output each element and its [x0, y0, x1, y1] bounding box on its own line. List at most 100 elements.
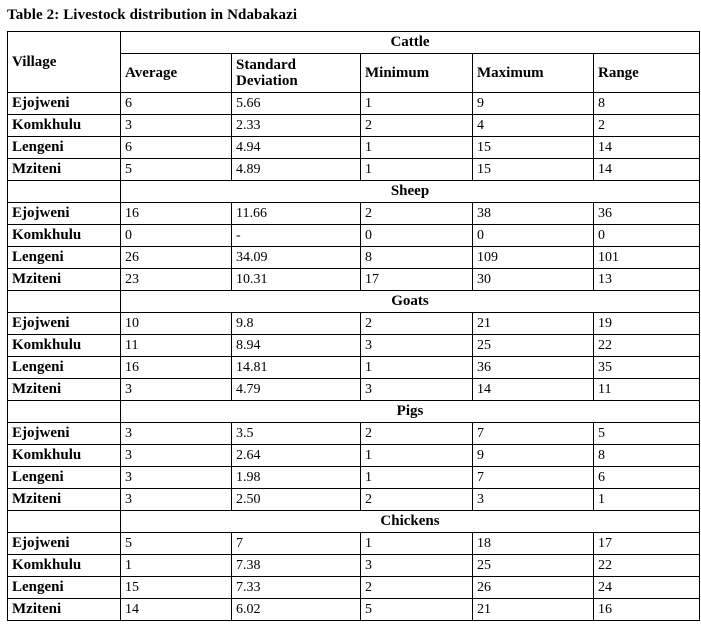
- value-cell: 14: [592, 136, 701, 159]
- value-cell: 6: [592, 466, 701, 489]
- table-row: Lengeni 16 14.81 1 36 35: [7, 356, 701, 379]
- value-cell: 1: [360, 356, 473, 379]
- empty-cell: [7, 510, 121, 533]
- table-row: Komkhulu 3 2.33 2 4 2: [7, 114, 701, 137]
- stat-column-header-maximum: Maximum: [472, 53, 594, 93]
- value-cell: 2.50: [231, 488, 361, 511]
- village-cell: Komkhulu: [7, 224, 121, 247]
- value-cell: 101: [592, 246, 701, 269]
- table-row: Ejojweni 5 7 1 18 17: [7, 532, 701, 555]
- value-cell: 8: [592, 444, 701, 467]
- value-cell: 3: [360, 334, 473, 357]
- value-cell: 3: [472, 488, 594, 511]
- value-cell: 11: [120, 334, 232, 357]
- value-cell: 34.09: [231, 246, 361, 269]
- value-cell: 2: [360, 114, 473, 137]
- table-row: Ejojweni 6 5.66 1 9 8: [7, 92, 701, 115]
- value-cell: 6: [120, 136, 232, 159]
- value-cell: 9.8: [231, 312, 361, 335]
- section-header-cattle: Cattle: [119, 31, 701, 54]
- value-cell: 5.66: [231, 92, 361, 115]
- value-cell: 3: [360, 378, 473, 401]
- value-cell: 1.98: [231, 466, 361, 489]
- table-title: Table 2: Livestock distribution in Ndaba…: [7, 7, 298, 23]
- value-cell: 1: [360, 158, 473, 181]
- value-cell: 8.94: [231, 334, 361, 357]
- value-cell: 1: [360, 444, 473, 467]
- section-row: Pigs: [7, 400, 701, 423]
- table-row: Komkhulu 3 2.64 1 9 8: [7, 444, 701, 467]
- value-cell: 2: [360, 576, 473, 599]
- value-cell: 21: [472, 312, 594, 335]
- value-cell: 5: [360, 598, 473, 621]
- value-cell: 14.81: [231, 356, 361, 379]
- table-row: Komkhulu 0-0 0 0: [7, 224, 701, 247]
- value-cell: 2.64: [231, 444, 361, 467]
- value-cell: 6: [120, 92, 232, 115]
- table-row: Mziteni 14 6.02 5 21 16: [7, 598, 701, 621]
- value-cell: 10: [120, 312, 232, 335]
- value-cell: 4.94: [231, 136, 361, 159]
- value-cell: 3: [120, 466, 232, 489]
- value-cell: 36: [472, 356, 594, 379]
- value-cell: 0: [472, 224, 594, 247]
- value-cell: 3: [120, 444, 232, 467]
- value-cell: 2: [592, 114, 701, 137]
- village-cell: Komkhulu: [7, 334, 121, 357]
- value-cell: 0: [592, 224, 701, 247]
- value-cell: 18: [472, 532, 594, 555]
- value-cell: 26: [472, 576, 594, 599]
- village-cell: Mziteni: [7, 158, 121, 181]
- stat-column-header-range: Range: [592, 53, 701, 93]
- table-row: Ejojweni 10 9.8 2 21 19: [7, 312, 701, 335]
- value-cell: 1: [360, 136, 473, 159]
- value-cell: 1: [360, 466, 473, 489]
- table-row: Mziteni 3 2.50 2 3 1: [7, 488, 701, 511]
- value-cell: 1: [592, 488, 701, 511]
- value-cell: 17: [360, 268, 473, 291]
- village-column-header: Village: [7, 31, 121, 93]
- value-cell: 0: [120, 224, 232, 247]
- village-cell: Ejojweni: [7, 202, 121, 225]
- table-row: Lengeni 6 4.94 1 15 14: [7, 136, 701, 159]
- village-cell: Lengeni: [7, 466, 121, 489]
- village-cell: Mziteni: [7, 598, 121, 621]
- value-cell: 16: [592, 598, 701, 621]
- value-cell: 38: [472, 202, 594, 225]
- village-cell: Mziteni: [7, 378, 121, 401]
- value-cell: 9: [472, 92, 594, 115]
- value-cell: 14: [120, 598, 232, 621]
- village-cell: Ejojweni: [7, 532, 121, 555]
- value-cell: 23: [120, 268, 232, 291]
- value-cell: 11.66: [231, 202, 361, 225]
- value-cell: 2: [360, 312, 473, 335]
- value-cell: 16: [120, 356, 232, 379]
- value-cell: 9: [472, 444, 594, 467]
- value-cell: 4.89: [231, 158, 361, 181]
- village-cell: Komkhulu: [7, 444, 121, 467]
- value-cell: 4: [472, 114, 594, 137]
- table-row: Mziteni 5 4.89 1 15 14: [7, 158, 701, 181]
- table-row: Ejojweni 16 11.66 2 38 36: [7, 202, 701, 225]
- value-cell: 5: [120, 532, 232, 555]
- village-cell: Lengeni: [7, 246, 121, 269]
- value-cell: 3: [120, 378, 232, 401]
- section-row: Chickens: [7, 510, 701, 533]
- value-cell: 36: [592, 202, 701, 225]
- value-cell: 3: [120, 114, 232, 137]
- empty-cell: [7, 180, 121, 203]
- value-cell: 26: [120, 246, 232, 269]
- empty-cell: [7, 290, 121, 313]
- village-cell: Lengeni: [7, 356, 121, 379]
- value-cell: 16: [120, 202, 232, 225]
- value-cell: 1: [120, 554, 232, 577]
- value-cell: 8: [360, 246, 473, 269]
- value-cell: 2: [360, 202, 473, 225]
- village-cell: Ejojweni: [7, 312, 121, 335]
- value-cell: 2: [360, 488, 473, 511]
- value-cell: 7: [472, 422, 594, 445]
- value-cell: 3: [120, 488, 232, 511]
- value-cell: 3.5: [231, 422, 361, 445]
- value-cell: 13: [592, 268, 701, 291]
